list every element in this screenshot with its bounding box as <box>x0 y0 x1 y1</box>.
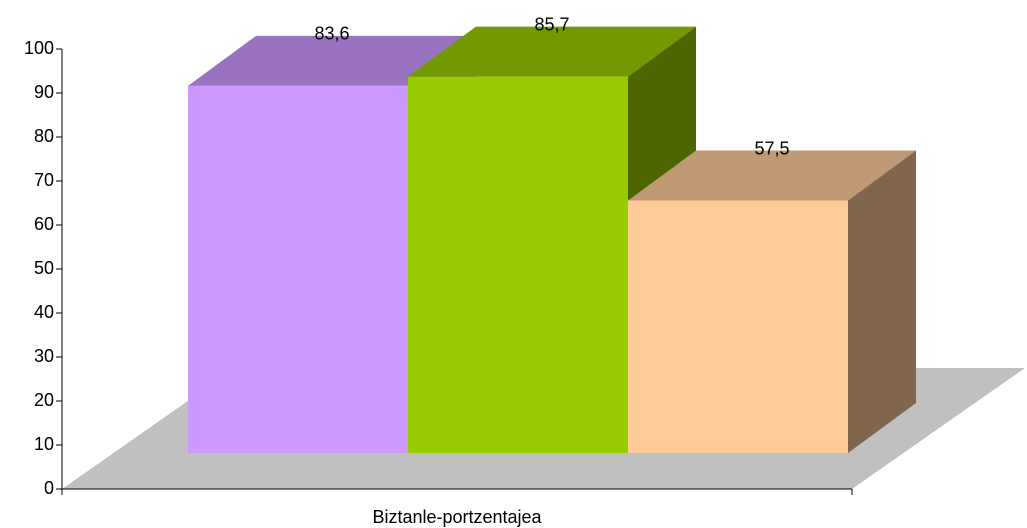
y-tick-label: 10 <box>34 434 54 454</box>
y-tick-label: 0 <box>44 478 54 498</box>
bar <box>188 85 408 453</box>
y-tick-label: 60 <box>34 214 54 234</box>
bar-top <box>408 26 696 77</box>
x-tick-label: Biztanle-portzentajea <box>372 507 542 527</box>
y-tick-label: 30 <box>34 346 54 366</box>
y-tick-label: 70 <box>34 170 54 190</box>
data-label: 57,5 <box>754 138 789 158</box>
data-label: 85,7 <box>534 14 569 34</box>
bar <box>628 200 848 453</box>
y-tick-label: 40 <box>34 302 54 322</box>
bar-top <box>628 150 916 201</box>
bar-top <box>188 35 476 86</box>
y-tick-label: 20 <box>34 390 54 410</box>
data-label: 83,6 <box>314 24 349 44</box>
bar-side <box>848 150 916 454</box>
y-tick-label: 90 <box>34 82 54 102</box>
y-tick-label: 100 <box>24 38 54 58</box>
bar <box>408 76 628 453</box>
y-tick-label: 50 <box>34 258 54 278</box>
y-tick-label: 80 <box>34 126 54 146</box>
